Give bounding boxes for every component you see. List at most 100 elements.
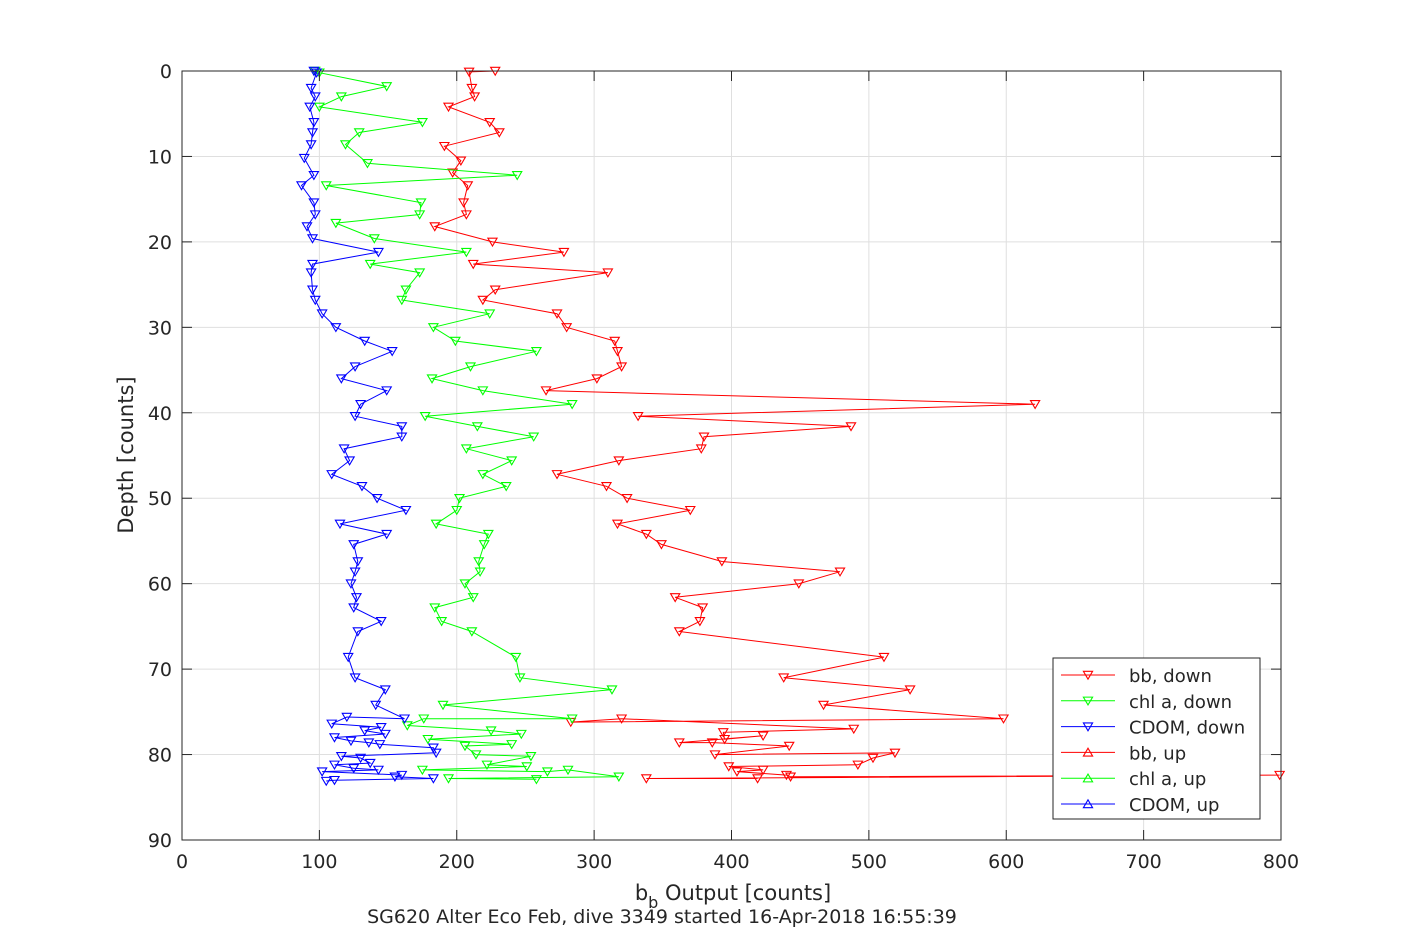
data-point	[306, 128, 319, 138]
data-point	[437, 700, 449, 711]
data-point	[469, 92, 481, 102]
data-point	[356, 482, 368, 492]
data-point	[481, 760, 493, 771]
data-point	[551, 309, 563, 319]
data-point	[455, 156, 467, 166]
data-point	[328, 760, 341, 771]
data-point	[350, 593, 363, 603]
data-point	[308, 198, 320, 208]
data-point	[530, 775, 542, 785]
data-point	[427, 774, 439, 784]
data-point	[493, 128, 505, 138]
data-point	[326, 719, 338, 730]
data-point	[419, 411, 431, 422]
data-point	[396, 432, 408, 442]
data-point	[396, 770, 408, 781]
data-point	[551, 470, 563, 480]
data-point	[316, 309, 328, 319]
data-point	[316, 767, 328, 777]
data-point	[561, 323, 573, 333]
data-point	[386, 347, 398, 357]
data-point	[482, 529, 494, 540]
data-point	[566, 714, 578, 724]
legend-label: bb, down	[1129, 666, 1212, 687]
data-point	[298, 153, 310, 164]
data-point	[344, 456, 356, 466]
data-point	[694, 617, 706, 627]
legend-entry: CDOM, up	[1061, 795, 1219, 816]
legend-label: chl a, down	[1129, 692, 1232, 713]
x-tick-label: 300	[576, 851, 612, 873]
data-point	[460, 247, 472, 258]
data-point	[606, 685, 618, 695]
data-point	[368, 234, 380, 244]
series-cdom-down	[295, 66, 442, 787]
data-point	[717, 728, 729, 738]
data-point	[591, 374, 603, 384]
data-point	[348, 603, 360, 613]
data-point	[400, 505, 412, 516]
data-point	[506, 740, 518, 750]
data-point	[306, 285, 319, 295]
data-point	[416, 765, 428, 776]
data-point	[471, 422, 483, 432]
data-point	[359, 336, 371, 347]
y-tick-label: 50	[148, 488, 172, 510]
data-point	[451, 505, 463, 516]
data-point	[306, 259, 319, 270]
data-point	[889, 748, 901, 759]
legend-box	[1052, 657, 1261, 820]
data-point	[416, 118, 428, 128]
data-point	[306, 234, 319, 244]
data-point	[611, 347, 624, 357]
tick-labels: 0 100 200 300 400 500 600 700 800 0 10 20 30 40 50 60 70…	[148, 61, 1299, 873]
data-point	[467, 593, 479, 603]
y-tick-label: 40	[148, 403, 172, 425]
data-point	[616, 362, 628, 372]
data-point	[364, 259, 376, 270]
x-axis-label: bb Output [counts]	[635, 881, 831, 912]
data-point	[363, 738, 375, 748]
data-point	[301, 222, 313, 232]
data-point	[375, 722, 387, 733]
data-point	[352, 627, 364, 637]
data-point	[359, 726, 371, 736]
data-point	[600, 482, 613, 492]
data-point	[335, 92, 347, 102]
data-point	[442, 774, 455, 784]
data-point	[514, 673, 526, 683]
data-point	[793, 579, 805, 589]
data-point	[752, 774, 764, 784]
data-point	[348, 540, 360, 550]
data-point	[371, 493, 383, 504]
data-point	[309, 210, 321, 220]
data-point	[372, 247, 385, 258]
data-point	[304, 102, 316, 113]
data-point	[345, 579, 357, 589]
data-point	[848, 724, 860, 735]
data-point	[338, 444, 350, 454]
data-point	[379, 729, 391, 740]
data-point	[308, 171, 320, 181]
data-point	[401, 721, 413, 731]
x-tick-label: 100	[301, 851, 337, 873]
data-point	[1029, 400, 1041, 410]
data-point	[466, 627, 478, 637]
data-point	[453, 493, 466, 504]
data-point	[757, 731, 769, 741]
data-point	[309, 92, 321, 102]
data-point	[632, 411, 644, 422]
x-axis-label-main: b	[635, 881, 648, 905]
data-point	[817, 700, 830, 711]
data-point	[566, 400, 578, 410]
data-point	[381, 386, 393, 396]
y-tick-label: 70	[148, 659, 172, 681]
data-point	[370, 700, 382, 711]
y-tick-label: 80	[148, 745, 172, 767]
x-tick-label: 700	[1125, 851, 1161, 873]
data-point	[528, 432, 540, 442]
data-point	[381, 529, 393, 540]
series-line	[433, 70, 1280, 779]
legend-entry: bb, down	[1061, 666, 1212, 687]
